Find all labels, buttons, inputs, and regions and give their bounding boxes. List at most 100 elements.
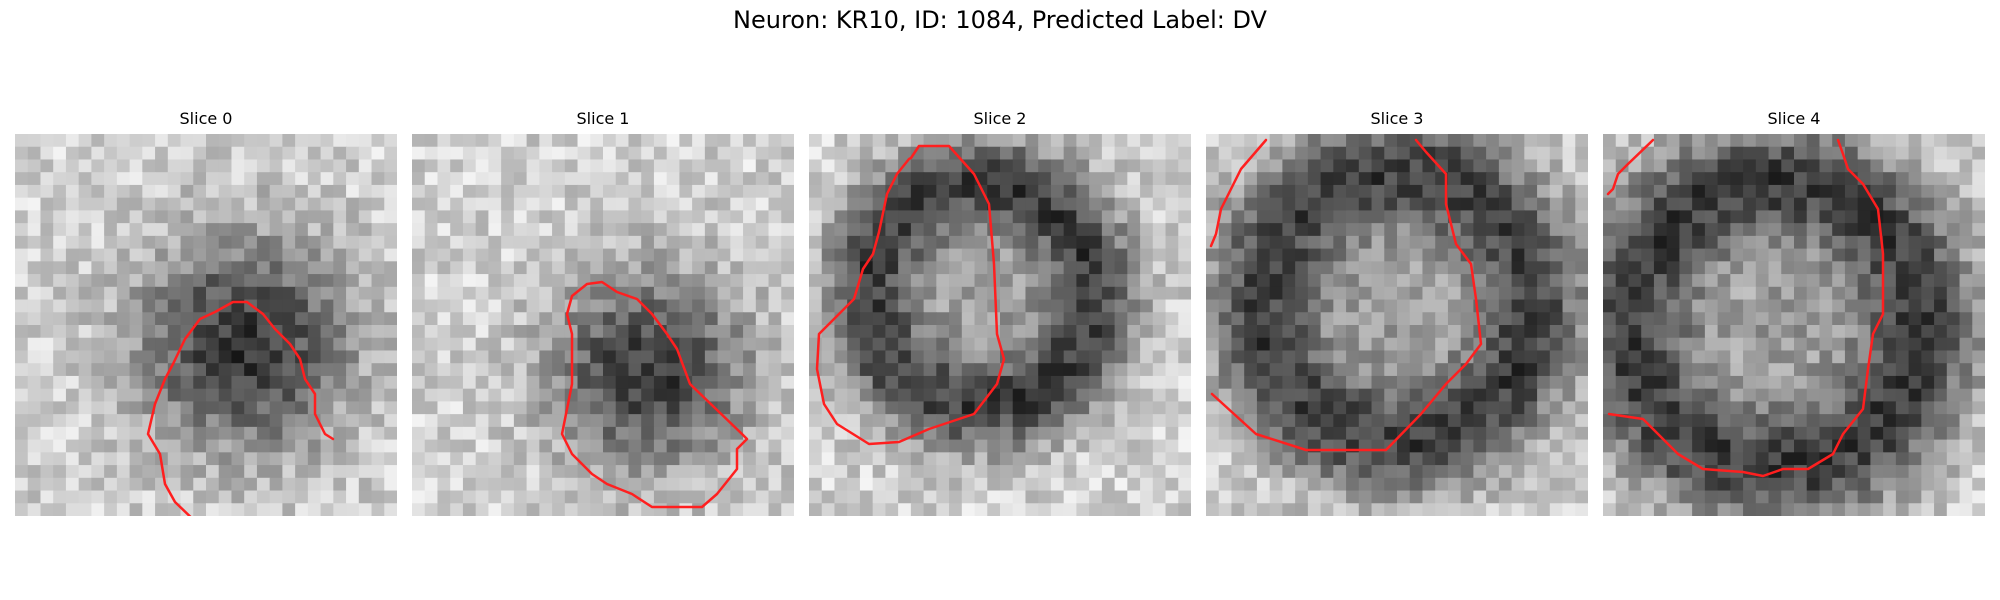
- image-pixel: [231, 274, 245, 288]
- image-pixel: [142, 465, 156, 479]
- image-pixel: [717, 465, 731, 479]
- image-pixel: [1743, 337, 1757, 352]
- image-pixel: [488, 312, 502, 326]
- image-pixel: [1768, 325, 1782, 339]
- image-pixel: [872, 503, 886, 516]
- image-pixel: [1397, 439, 1411, 453]
- image-pixel: [834, 312, 848, 326]
- image-pixel: [53, 439, 67, 453]
- image-pixel: [65, 299, 80, 313]
- image-pixel: [1101, 248, 1116, 262]
- image-pixel: [1063, 477, 1077, 492]
- image-pixel: [1422, 159, 1436, 173]
- image-pixel: [1282, 490, 1296, 504]
- image-pixel: [1320, 503, 1334, 516]
- image-pixel: [424, 439, 439, 453]
- image-pixel: [1063, 286, 1077, 301]
- image-pixel: [333, 439, 347, 453]
- image-pixel: [821, 172, 836, 186]
- image-pixel: [1422, 312, 1436, 326]
- image-pixel: [1076, 452, 1090, 466]
- image-pixel: [1206, 439, 1220, 453]
- image-pixel: [371, 388, 385, 402]
- image-pixel: [717, 426, 731, 441]
- image-pixel: [1819, 337, 1833, 352]
- image-pixel: [936, 172, 950, 186]
- image-pixel: [1025, 235, 1039, 250]
- image-pixel: [1460, 325, 1474, 339]
- image-pixel: [1152, 363, 1167, 377]
- image-pixel: [1460, 426, 1474, 441]
- image-pixel: [704, 210, 719, 224]
- image-pixel: [743, 286, 757, 301]
- image-pixel: [1717, 146, 1731, 161]
- image-pixel: [1692, 210, 1706, 224]
- image-pixel: [1063, 503, 1077, 516]
- image-pixel: [1679, 363, 1693, 377]
- image-pixel: [1755, 274, 1770, 288]
- image-pixel: [539, 375, 553, 390]
- image-pixel: [949, 465, 963, 479]
- image-pixel: [974, 477, 988, 492]
- image-pixel: [603, 414, 617, 428]
- image-pixel: [1114, 337, 1128, 352]
- image-pixel: [1165, 197, 1179, 211]
- image-pixel: [615, 312, 630, 326]
- image-pixel: [1038, 503, 1052, 516]
- image-pixel: [1704, 452, 1719, 466]
- image-pixel: [1358, 286, 1373, 301]
- image-pixel: [1679, 235, 1693, 250]
- image-pixel: [1615, 350, 1630, 364]
- image-pixel: [501, 350, 515, 364]
- image-pixel: [898, 146, 912, 161]
- image-pixel: [1384, 465, 1398, 479]
- image-pixel: [1025, 503, 1039, 516]
- image-pixel: [1730, 375, 1744, 390]
- image-pixel: [1333, 197, 1347, 211]
- image-pixel: [1653, 184, 1668, 199]
- image-pixel: [155, 325, 169, 339]
- image-pixel: [755, 312, 770, 326]
- image-pixel: [1781, 388, 1795, 402]
- image-pixel: [384, 274, 397, 288]
- image-pixel: [859, 325, 874, 339]
- image-pixel: [1333, 286, 1347, 301]
- image-pixel: [384, 388, 397, 402]
- image-pixel: [834, 286, 848, 301]
- image-pixel: [1025, 414, 1039, 428]
- image-pixel: [1435, 426, 1449, 441]
- image-pixel: [488, 146, 502, 161]
- image-pixel: [1946, 350, 1961, 364]
- image-pixel: [180, 465, 194, 479]
- image-pixel: [333, 426, 347, 441]
- image-pixel: [462, 375, 477, 390]
- image-pixel: [1498, 197, 1513, 211]
- image-pixel: [1371, 248, 1385, 262]
- image-pixel: [167, 235, 182, 250]
- image-pixel: [987, 465, 1001, 479]
- image-pixel: [371, 465, 385, 479]
- image-pixel: [1435, 452, 1449, 466]
- image-pixel: [1384, 159, 1398, 173]
- image-pixel: [615, 414, 630, 428]
- image-pixel: [231, 414, 245, 428]
- image-pixel: [1486, 490, 1500, 504]
- image-pixel: [358, 337, 373, 352]
- image-pixel: [295, 477, 309, 492]
- image-pixel: [1397, 388, 1411, 402]
- image-pixel: [1038, 375, 1052, 390]
- image-pixel: [1435, 274, 1449, 288]
- image-pixel: [475, 350, 489, 364]
- image-pixel: [885, 134, 899, 148]
- image-pixel: [590, 325, 604, 339]
- image-pixel: [15, 312, 29, 326]
- image-pixel: [552, 159, 566, 173]
- image-pixel: [577, 134, 591, 148]
- image-pixel: [269, 210, 283, 224]
- image-pixel: [1511, 465, 1525, 479]
- image-pixel: [1165, 337, 1179, 352]
- image-pixel: [1038, 439, 1052, 453]
- image-pixel: [53, 248, 67, 262]
- image-pixel: [501, 452, 515, 466]
- image-pixel: [1460, 159, 1474, 173]
